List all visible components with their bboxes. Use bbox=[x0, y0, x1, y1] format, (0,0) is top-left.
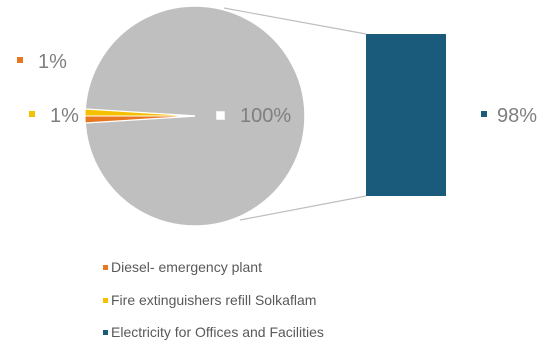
data-label-diesel: 1% bbox=[17, 51, 67, 73]
pie-plot bbox=[84, 5, 306, 227]
legend-marker bbox=[103, 330, 108, 335]
data-label-fire-extinguishers: 1% bbox=[29, 105, 79, 127]
label-text: 100% bbox=[240, 105, 291, 127]
label-text: 1% bbox=[38, 51, 67, 73]
label-marker bbox=[17, 57, 23, 63]
label-marker bbox=[481, 111, 487, 117]
pie-slice-fire-extinguishers bbox=[84, 108, 196, 117]
legend-label: Diesel- emergency plant bbox=[111, 259, 262, 275]
label-marker bbox=[213, 108, 228, 123]
legend-marker bbox=[103, 298, 108, 303]
connector-line-bottom bbox=[239, 195, 367, 221]
data-label-other-group: 100% bbox=[213, 105, 291, 127]
label-marker bbox=[29, 111, 35, 117]
bar-segment-electricity bbox=[366, 34, 446, 196]
legend-item: Fire extinguishers refill Solkaflam bbox=[103, 292, 316, 308]
legend-marker bbox=[103, 265, 108, 270]
pie-slice-other bbox=[84, 5, 306, 227]
data-label-electricity: 98% bbox=[481, 105, 537, 127]
label-text: 1% bbox=[50, 105, 79, 127]
legend-item: Electricity for Offices and Facilities bbox=[103, 324, 324, 340]
legend-label: Fire extinguishers refill Solkaflam bbox=[111, 292, 316, 308]
legend-label: Electricity for Offices and Facilities bbox=[111, 324, 324, 340]
legend: Diesel- emergency plant Fire extinguishe… bbox=[103, 259, 324, 340]
legend-item: Diesel- emergency plant bbox=[103, 259, 262, 275]
connector-line-top bbox=[223, 7, 367, 35]
label-text: 98% bbox=[497, 105, 537, 127]
